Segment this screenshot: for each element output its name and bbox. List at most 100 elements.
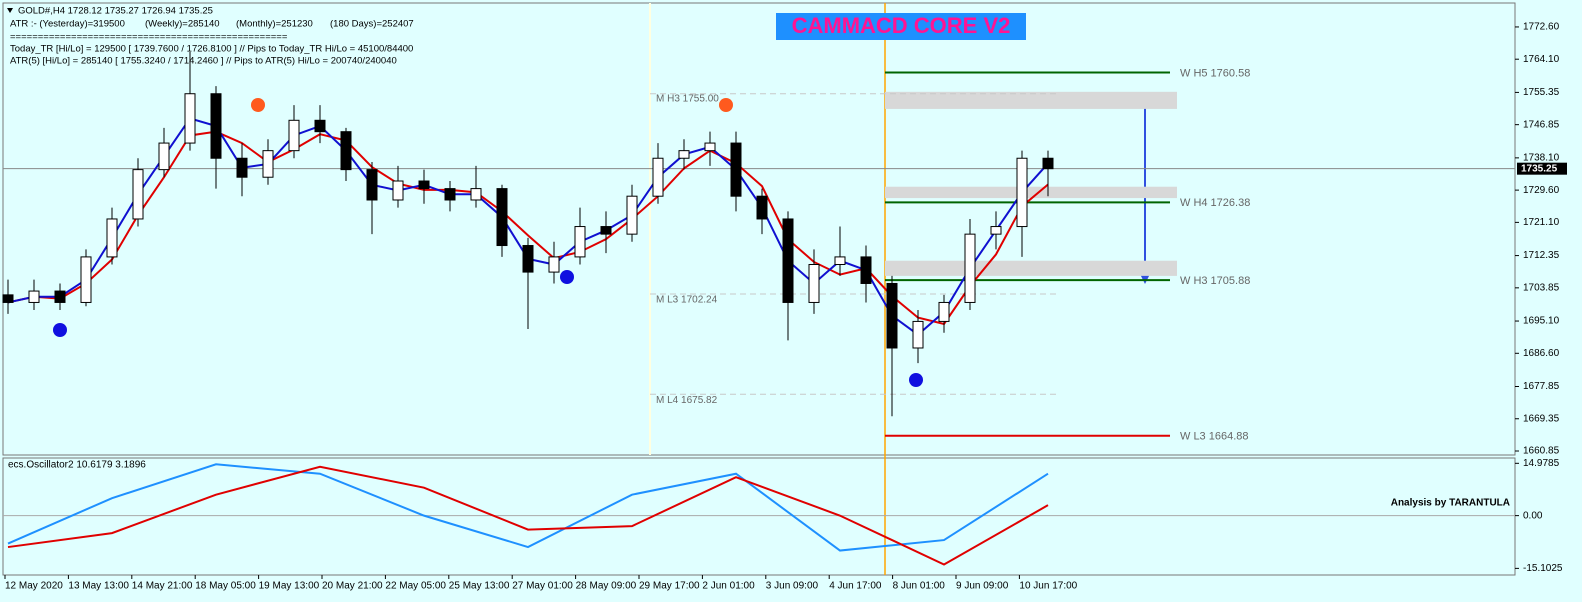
x-tick-label: 18 May 05:00 — [195, 581, 256, 592]
candle-body — [288, 119, 300, 152]
candle-body — [730, 142, 742, 197]
y-tick-label: 1729.60 — [1523, 185, 1560, 196]
candle-body — [938, 301, 950, 322]
candle-body — [210, 93, 222, 159]
y-tick-label: 1669.35 — [1523, 413, 1560, 424]
candle-body — [652, 157, 664, 197]
x-tick-label: 29 May 17:00 — [639, 581, 700, 592]
signal-dot — [909, 373, 923, 387]
symbol-line: GOLD#,H4 1728.12 1735.27 1726.94 1735.25 — [18, 6, 213, 17]
y-tick-label: 1677.85 — [1523, 381, 1560, 392]
x-tick-label: 4 Jun 17:00 — [829, 581, 882, 592]
y-tick-label: 1703.85 — [1523, 282, 1560, 293]
current-price: 1735.25 — [1521, 163, 1558, 174]
candle-body — [314, 119, 326, 133]
candle-body — [2, 294, 14, 303]
candle-body — [28, 290, 40, 303]
x-tick-label: 28 May 09:00 — [576, 581, 637, 592]
candle-body — [470, 188, 482, 201]
candle-body — [678, 150, 690, 159]
candle-body — [54, 290, 66, 303]
candle-body — [184, 93, 196, 144]
atr-text: ATR :- (Yesterday)=319500 — [10, 19, 125, 30]
current-price-box — [1517, 162, 1567, 175]
plot: 1772.60 1764.10 1755.35 1746.85 1738.10 1729.… — [2, 22, 1567, 592]
y-tick-label: 1660.85 — [1523, 446, 1560, 457]
x-tick-label: 20 May 21:00 — [322, 581, 383, 592]
oscillator-line — [7, 463, 1049, 552]
candle-body — [1016, 157, 1028, 228]
y-tick-label: 0.00 — [1523, 510, 1543, 521]
candle-body — [548, 256, 560, 273]
candle-body — [392, 180, 404, 201]
separator: ========================================… — [10, 32, 288, 43]
x-tick-label: 14 May 21:00 — [132, 581, 193, 592]
x-tick-label: 10 Jun 17:00 — [1019, 581, 1077, 592]
x-tick-label: 12 May 2020 — [5, 581, 63, 592]
atr-text: (180 Days)=252407 — [330, 19, 414, 30]
x-tick-label: 22 May 05:00 — [385, 581, 446, 592]
candle-body — [782, 218, 794, 303]
candle-body — [600, 226, 612, 235]
ma-slow — [7, 130, 1049, 326]
candle-body — [496, 188, 508, 247]
candle-body — [106, 218, 118, 258]
atr5: ATR(5) [Hi/Lo] = 285140 [ 1755.3240 / 17… — [10, 56, 397, 67]
title-box — [776, 13, 1026, 40]
candle-body — [756, 195, 768, 220]
atr-text: (Monthly)=251230 — [236, 19, 313, 30]
y-tick-label: 1772.60 — [1523, 22, 1560, 33]
oscillator-label: ecs.Oscillator2 10.6179 3.1896 — [8, 460, 146, 471]
atr-text: (Weekly)=285140 — [145, 19, 220, 30]
x-tick-label: 19 May 13:00 — [259, 581, 320, 592]
candle-body — [912, 320, 924, 349]
zone — [885, 260, 1177, 276]
candle-body — [444, 188, 456, 201]
candle-body — [704, 142, 716, 152]
candle-body — [262, 150, 274, 178]
candle-body — [886, 282, 898, 349]
candle-body — [340, 131, 352, 171]
signal-dot — [251, 98, 265, 112]
candle-body — [834, 256, 846, 265]
monthly-level-label: M L3 1702.24 — [656, 295, 718, 306]
candle-body — [366, 169, 378, 201]
x-tick-label: 25 May 13:00 — [449, 581, 510, 592]
annotation: Analysis by TARANTULA — [1391, 498, 1510, 509]
y-tick-label: 1712.35 — [1523, 250, 1560, 261]
candle-body — [158, 142, 170, 171]
weekly-level-label: W H5 1760.58 — [1180, 67, 1250, 79]
today-tr: Today_TR [Hi/Lo] = 129500 [ 1739.7600 / … — [10, 44, 413, 55]
x-tick-label: 2 Jun 01:00 — [702, 581, 755, 592]
candle-body — [574, 226, 586, 258]
candle-body — [626, 195, 638, 235]
y-tick-label: 1686.60 — [1523, 348, 1560, 359]
zone — [885, 186, 1177, 199]
signal-dot — [719, 98, 733, 112]
weekly-level-label: W L3 1664.88 — [1180, 431, 1249, 443]
candle-body — [522, 245, 534, 273]
oscillator-line — [7, 465, 1049, 566]
title: CAMMACD CORE V2 — [792, 13, 1011, 38]
collapse-icon — [7, 8, 13, 13]
y-tick-label: 1755.35 — [1523, 87, 1560, 98]
candle-body — [964, 233, 976, 303]
y-tick-label: 1695.10 — [1523, 316, 1560, 327]
x-tick-label: 27 May 01:00 — [512, 581, 573, 592]
y-tick-label: 1746.85 — [1523, 119, 1560, 130]
candle-body — [418, 180, 430, 190]
arrow-head — [1140, 274, 1150, 284]
candle-body — [1042, 157, 1054, 170]
weekly-level-label: W H4 1726.38 — [1180, 197, 1250, 209]
signal-dot — [560, 270, 574, 284]
oscillator-pane — [2, 457, 1516, 576]
y-tick-label: 1764.10 — [1523, 54, 1560, 65]
candle-body — [236, 157, 248, 178]
x-tick-label: 8 Jun 01:00 — [893, 581, 946, 592]
monthly-level-label: M L4 1675.82 — [656, 395, 718, 406]
y-tick-label: 1721.10 — [1523, 217, 1560, 228]
candle-body — [132, 169, 144, 220]
y-tick-label: -15.1025 — [1523, 563, 1563, 574]
candle-body — [80, 256, 92, 303]
